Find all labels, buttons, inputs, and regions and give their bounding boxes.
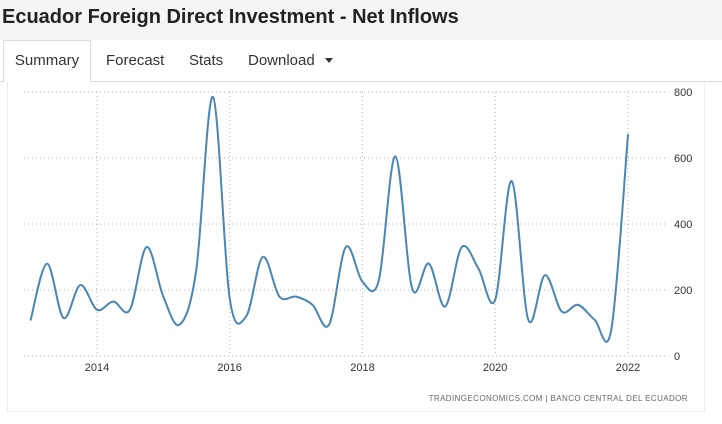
x-tick-label: 2016 xyxy=(217,362,241,374)
page-title: Ecuador Foreign Direct Investment - Net … xyxy=(2,6,459,28)
x-tick-label: 2022 xyxy=(616,362,640,374)
series-layer xyxy=(29,95,629,343)
tab-forecast[interactable]: Forecast xyxy=(106,40,164,82)
chart-frame xyxy=(7,82,705,412)
tab-download[interactable]: Download xyxy=(248,40,333,82)
tab-summary-label: Summary xyxy=(14,52,80,69)
tab-stats-label: Stats xyxy=(189,52,224,69)
y-tick-label: 800 xyxy=(674,87,692,99)
tab-stats[interactable]: Stats xyxy=(189,40,223,82)
grid xyxy=(24,91,667,357)
y-tick-label: 400 xyxy=(674,219,692,231)
tab-bar: Summary Forecast Stats Download xyxy=(0,40,722,83)
tab-summary[interactable]: Summary xyxy=(3,40,91,83)
y-tick-label: 600 xyxy=(674,153,692,165)
tab-forecast-label: Forecast xyxy=(106,52,165,69)
tab-download-label: Download xyxy=(248,52,315,69)
x-tick-label: 2014 xyxy=(85,362,109,374)
chart-source: TRADINGECONOMICS.COM | BANCO CENTRAL DEL… xyxy=(429,394,688,403)
y-tick-label: 0 xyxy=(674,351,680,363)
x-tick-label: 2020 xyxy=(483,362,507,374)
x-tick-label: 2018 xyxy=(350,362,374,374)
axis-ticks: 0 200 400 600 800 2014 2016 2018 2020 2022 xyxy=(85,87,693,374)
title-bar: Ecuador Foreign Direct Investment - Net … xyxy=(0,0,722,40)
series-line xyxy=(29,95,629,343)
chevron-down-icon xyxy=(324,57,333,63)
y-tick-label: 200 xyxy=(674,285,692,297)
